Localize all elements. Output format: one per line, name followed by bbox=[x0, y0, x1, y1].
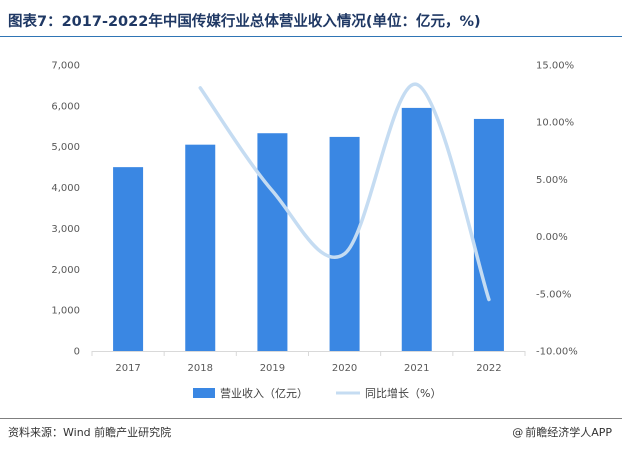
growth-line bbox=[198, 82, 491, 302]
left-tick-label: 6,000 bbox=[51, 101, 80, 112]
right-tick-label: 15.00% bbox=[536, 61, 574, 72]
title-divider bbox=[0, 36, 622, 37]
source-note: 资料来源：Wind 前瞻产业研究院 bbox=[8, 426, 172, 439]
x-tick-label: 2022 bbox=[476, 363, 501, 374]
bar bbox=[113, 167, 144, 351]
at-symbol: @ bbox=[512, 426, 524, 439]
bar bbox=[185, 144, 216, 351]
right-tick-label: 10.00% bbox=[536, 118, 574, 129]
line-series bbox=[198, 82, 491, 302]
footer-divider bbox=[0, 418, 622, 419]
bar bbox=[401, 107, 432, 352]
x-tick-label: 2021 bbox=[404, 363, 429, 374]
x-axis: 2017 2018 2019 2020 2021 2022 bbox=[91, 351, 526, 374]
legend-line-label: 同比增长（%） bbox=[365, 386, 441, 400]
legend-bar-label: 营业收入（亿元） bbox=[220, 386, 308, 400]
legend-bar-swatch bbox=[193, 388, 215, 398]
left-tick-label: 7,000 bbox=[51, 61, 80, 72]
legend: 营业收入（亿元） 同比增长（%） bbox=[193, 386, 441, 400]
bar-series bbox=[113, 107, 504, 352]
bar bbox=[473, 118, 504, 351]
chart-title: 图表7：2017-2022年中国传媒行业总体营业收入情况(单位：亿元，%) bbox=[8, 14, 481, 30]
right-y-axis: -10.00% -5.00% 0.00% 5.00% 10.00% 15.00% bbox=[536, 61, 578, 358]
bar bbox=[257, 133, 288, 351]
left-tick-label: 4,000 bbox=[51, 183, 80, 194]
left-tick-label: 2,000 bbox=[51, 265, 80, 276]
brand-credit: @ 前瞻经济学人APP bbox=[512, 424, 612, 440]
left-tick-label: 1,000 bbox=[51, 306, 80, 317]
right-tick-label: -5.00% bbox=[536, 289, 571, 300]
brand-name: 前瞻经济学人APP bbox=[525, 426, 612, 439]
left-y-axis: 0 1,000 2,000 3,000 4,000 5,000 6,000 7,000 bbox=[51, 61, 80, 358]
left-tick-label: 0 bbox=[74, 347, 80, 358]
x-tick-label: 2018 bbox=[188, 363, 213, 374]
right-tick-label: 5.00% bbox=[536, 175, 568, 186]
right-tick-label: -10.00% bbox=[536, 347, 578, 358]
right-tick-label: 0.00% bbox=[536, 232, 568, 243]
left-tick-label: 5,000 bbox=[51, 142, 80, 153]
bar bbox=[329, 136, 360, 351]
x-tick-label: 2019 bbox=[260, 363, 285, 374]
x-tick-label: 2020 bbox=[332, 363, 357, 374]
left-tick-label: 3,000 bbox=[51, 224, 80, 235]
x-tick-label: 2017 bbox=[115, 363, 140, 374]
